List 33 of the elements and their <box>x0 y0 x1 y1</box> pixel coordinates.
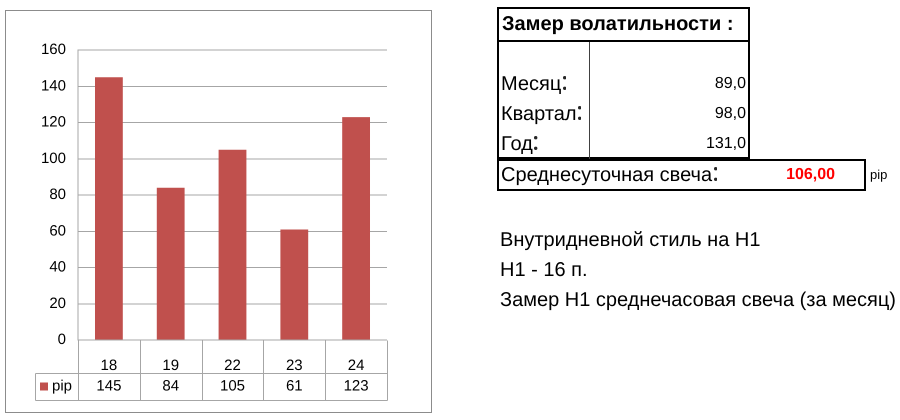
text: Замер волатильности : <box>502 13 734 35</box>
data-label: 61 <box>286 378 303 395</box>
text: H1 - 16 п. <box>500 258 588 283</box>
text: Замер H1 среднечасовая свеча (за месяц) <box>500 288 896 313</box>
text: pip <box>870 166 888 184</box>
category-label: Среднесуточная свеча <box>501 164 712 186</box>
y-tick-label: 0 <box>58 331 66 348</box>
data-label: 123 <box>344 378 369 395</box>
data-label: 131,0 <box>704 134 746 154</box>
y-tick-label: 100 <box>40 150 66 167</box>
x-tick-label: 23 <box>286 357 303 374</box>
data-label: 105 <box>220 378 246 395</box>
x-tick-label: 22 <box>224 357 241 374</box>
y-tick-label: 40 <box>49 258 66 276</box>
data-label: 98,0 <box>714 104 746 124</box>
y-tick-label: 160 <box>40 41 66 58</box>
y-tick-label: 80 <box>49 186 66 204</box>
y-tick-label: 140 <box>40 77 66 94</box>
y-tick-label: 120 <box>40 114 66 131</box>
x-tick-label: 24 <box>348 357 364 374</box>
data-label: 84 <box>162 378 180 395</box>
y-tick-label: 60 <box>49 222 66 240</box>
text: Внутридневной стиль на H1 <box>500 228 760 253</box>
data-label: 106,00 <box>785 165 835 185</box>
data-label: 89,0 <box>714 74 746 94</box>
category-label: Год <box>501 133 533 155</box>
x-tick-label: 18 <box>100 357 118 374</box>
y-tick-label: 20 <box>49 294 66 312</box>
data-label: 145 <box>96 378 122 395</box>
x-tick-label: 19 <box>162 357 180 374</box>
legend-label: pip <box>52 378 72 395</box>
category-label: Квартал <box>501 103 577 125</box>
category-label: Месяц <box>501 73 562 95</box>
